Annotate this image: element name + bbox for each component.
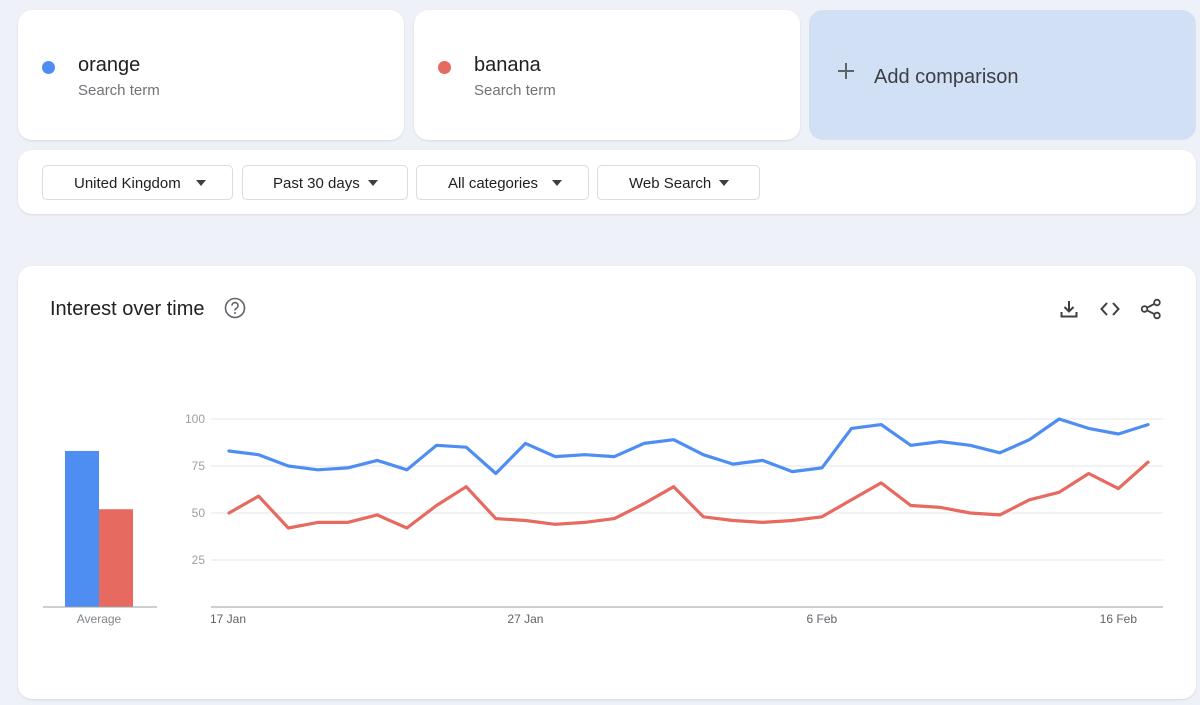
region-label: United Kingdom [74, 175, 181, 192]
average-bars: Average [43, 450, 157, 626]
x-tick-label: 27 Jan [507, 612, 543, 626]
term-card-orange[interactable]: orange Search term [18, 10, 404, 140]
caret-down-icon [368, 180, 378, 186]
average-label: Average [77, 612, 122, 626]
category-label: All categories [448, 175, 539, 192]
filter-bar: United Kingdom Past 30 days All categori… [18, 150, 1196, 214]
term-subtitle: Search term [78, 82, 160, 99]
y-tick-label: 25 [192, 553, 206, 567]
series-line-orange [227, 417, 1150, 476]
help-icon[interactable] [224, 297, 246, 319]
term-color-dot [438, 61, 451, 74]
plus-icon [837, 62, 855, 80]
embed-code-icon[interactable] [1099, 298, 1121, 320]
download-icon[interactable] [1058, 298, 1080, 320]
chart-series [227, 417, 1150, 530]
term-color-dot [42, 61, 55, 74]
panel-title: Interest over time [50, 298, 205, 320]
category-dropdown[interactable]: All categories [416, 165, 589, 200]
term-name[interactable]: banana [474, 54, 541, 76]
region-dropdown[interactable]: United Kingdom [42, 165, 233, 200]
time-range-dropdown[interactable]: Past 30 days [242, 165, 408, 200]
add-comparison-button[interactable]: Add comparison [809, 10, 1196, 140]
interest-chart: Average 25 50 75 100 17 Jan 27 Jan 6 Feb 16 Feb [43, 412, 1163, 626]
series-line-banana [227, 460, 1150, 530]
x-tick-label: 16 Feb [1100, 612, 1138, 626]
y-tick-label: 100 [185, 412, 205, 426]
add-comparison-label: Add comparison [874, 66, 1019, 88]
caret-down-icon [196, 180, 206, 186]
caret-down-icon [719, 180, 729, 186]
average-bar-banana [99, 509, 133, 607]
y-tick-label: 50 [192, 506, 206, 520]
time-range-label: Past 30 days [273, 175, 360, 192]
caret-down-icon [552, 180, 562, 186]
search-type-label: Web Search [629, 175, 712, 192]
average-bar-orange [65, 450, 99, 607]
share-icon[interactable] [1140, 298, 1162, 320]
term-name[interactable]: orange [78, 54, 141, 76]
term-subtitle: Search term [474, 82, 556, 99]
y-tick-label: 75 [192, 459, 206, 473]
x-tick-label: 17 Jan [210, 612, 246, 626]
search-type-dropdown[interactable]: Web Search [597, 165, 760, 200]
chart-gridlines: 25 50 75 100 17 Jan 27 Jan 6 Feb 16 Feb [185, 412, 1163, 626]
term-card-banana[interactable]: banana Search term [414, 10, 800, 140]
interest-over-time-card: Interest over time Average 25 50 75 100 17 J… [18, 266, 1196, 699]
x-tick-label: 6 Feb [807, 612, 838, 626]
